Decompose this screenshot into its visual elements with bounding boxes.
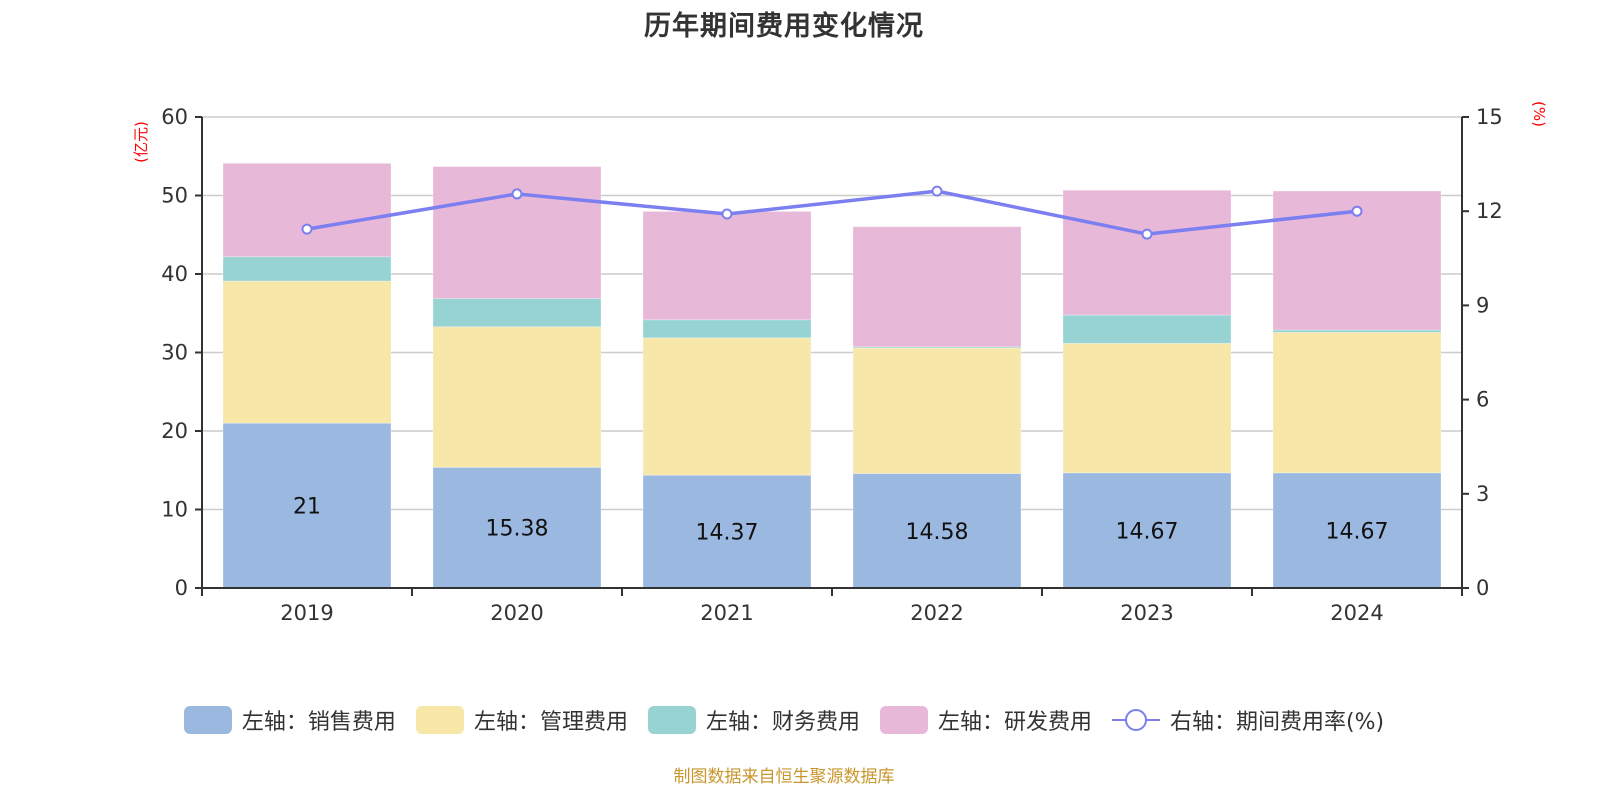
legend-swatch-icon	[183, 706, 232, 734]
legend-item[interactable]: 左轴：销售费用	[183, 704, 396, 736]
rate-line	[306, 189, 1358, 236]
left-axis-tick-label: 30	[161, 341, 188, 365]
bar-segment	[222, 256, 392, 282]
rate-point	[931, 185, 943, 197]
right-axis-tick-label: 0	[1476, 576, 1489, 600]
rate-point	[301, 223, 313, 235]
bar-segment	[642, 211, 812, 321]
right-axis-tick-label: 9	[1476, 293, 1489, 317]
bar-segment	[642, 337, 812, 476]
legend-label: 左轴：销售费用	[241, 710, 396, 735]
rate-point	[721, 208, 733, 220]
legend-swatch-icon	[879, 706, 928, 734]
right-axis-tick-label: 3	[1476, 482, 1489, 506]
bar-data-label: 14.37	[696, 521, 759, 546]
left-axis-tick-label: 0	[175, 576, 188, 600]
bar-segment	[432, 298, 602, 328]
bar-segment	[222, 280, 392, 424]
bar-series	[222, 162, 1442, 589]
bar-segment	[432, 466, 602, 589]
bar-segment	[432, 166, 602, 299]
chart-canvas: 0 10 20 30 40 50 60 0 3 6 9 12 15 2019 2020 2021 2022 202…	[132, 101, 1548, 625]
right-axis-unit: (%)	[1530, 101, 1548, 127]
line-series	[301, 185, 1363, 240]
bar-segment	[1062, 314, 1232, 344]
bar-data-label: 14.67	[1326, 519, 1389, 544]
rate-point	[511, 188, 523, 200]
legend-swatch-icon	[647, 706, 696, 734]
bar-data-label: 14.67	[1116, 519, 1179, 544]
source-note: 制图数据来自恒生聚源数据库	[673, 767, 895, 787]
x-axis-tick-label: 2023	[1120, 601, 1173, 625]
legend-label: 右轴：期间费用率(%)	[1169, 710, 1385, 735]
rate-point	[1351, 205, 1363, 217]
left-axis-unit: (亿元)	[132, 121, 150, 163]
legend-label: 左轴：财务费用	[705, 710, 860, 735]
right-axis-tick-label: 12	[1476, 199, 1503, 223]
bar-segment	[222, 162, 392, 258]
rate-point	[1141, 228, 1153, 240]
right-axis-tick-label: 15	[1476, 105, 1503, 129]
bar-data-label: 21	[293, 495, 321, 520]
right-axis-tick-label: 6	[1476, 388, 1489, 412]
x-axis-tick-label: 2020	[490, 601, 543, 625]
bar-segment	[1062, 189, 1232, 316]
bar-segment	[1062, 342, 1232, 474]
left-axis-tick-label: 50	[161, 184, 188, 208]
bar-segment	[642, 319, 812, 339]
legend-item[interactable]: 右轴：期间费用率(%)	[1111, 704, 1385, 736]
legend-swatch-icon	[415, 706, 464, 734]
data-labels: 21 15.38 14.37 14.58 14.67 14.67	[293, 495, 1388, 546]
x-axis-tick-label: 2022	[910, 601, 963, 625]
x-axis-tick-label: 2019	[280, 601, 333, 625]
chart-title: 历年期间费用变化情况	[644, 11, 924, 42]
legend-label: 左轴：管理费用	[473, 710, 628, 735]
bar-segment	[1272, 472, 1442, 589]
bar-segment	[852, 347, 1022, 474]
x-axis-tick-label: 2021	[700, 601, 753, 625]
axes: 0 10 20 30 40 50 60 0 3 6 9 12 15 2019 2020 2021 2022 202…	[161, 105, 1502, 625]
x-axis-tick-label: 2024	[1330, 601, 1383, 625]
bar-segment	[852, 226, 1022, 348]
legend-item[interactable]: 左轴：研发费用	[879, 704, 1092, 736]
legend-item[interactable]: 左轴：财务费用	[647, 704, 860, 736]
grid-lines	[202, 116, 1462, 511]
left-axis-tick-label: 20	[161, 419, 188, 443]
legend: 左轴：销售费用 左轴：管理费用 左轴：财务费用 左轴：研发费用 右轴：期间费用率(%)	[0, 704, 1568, 736]
bar-data-label: 15.38	[486, 517, 549, 542]
bar-data-label: 14.58	[906, 520, 969, 545]
bar-segment	[1272, 331, 1442, 474]
left-axis-tick-label: 10	[161, 498, 188, 522]
bar-segment	[222, 422, 392, 589]
legend-item[interactable]: 左轴：管理费用	[415, 704, 628, 736]
bar-segment	[432, 326, 602, 468]
legend-line-marker-icon	[1111, 709, 1160, 731]
legend-label: 左轴：研发费用	[937, 710, 1092, 735]
left-axis-tick-label: 40	[161, 262, 188, 286]
left-axis-tick-label: 60	[161, 105, 188, 129]
